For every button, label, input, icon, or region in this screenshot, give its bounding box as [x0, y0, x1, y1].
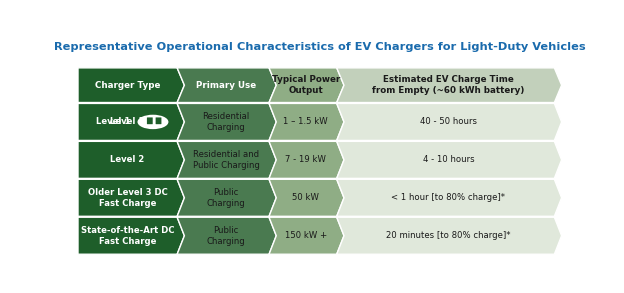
Polygon shape [269, 141, 344, 178]
Text: State-of-the-Art DC
Fast Charge: State-of-the-Art DC Fast Charge [81, 226, 174, 246]
Text: Residential and
Public Charging: Residential and Public Charging [193, 150, 260, 170]
Text: Estimated EV Charge Time
from Empty (~60 kWh battery): Estimated EV Charge Time from Empty (~60… [373, 75, 525, 95]
Polygon shape [337, 103, 562, 140]
Polygon shape [78, 179, 185, 216]
Text: Older Level 3 DC
Fast Charge: Older Level 3 DC Fast Charge [88, 188, 167, 208]
FancyBboxPatch shape [155, 117, 162, 124]
Text: Level 2: Level 2 [110, 155, 145, 164]
Polygon shape [177, 68, 276, 103]
Polygon shape [337, 141, 562, 178]
Polygon shape [269, 68, 344, 103]
Polygon shape [337, 179, 562, 216]
Text: 20 minutes [to 80% charge]*: 20 minutes [to 80% charge]* [386, 231, 510, 240]
Text: Residential
Charging: Residential Charging [202, 112, 250, 132]
Polygon shape [337, 68, 562, 103]
Text: 40 - 50 hours: 40 - 50 hours [420, 117, 477, 127]
Polygon shape [78, 141, 185, 178]
Polygon shape [78, 217, 185, 254]
Text: Level 1: Level 1 [96, 117, 130, 127]
Text: Representative Operational Characteristics of EV Chargers for Light-Duty Vehicle: Representative Operational Characteristi… [54, 42, 585, 52]
Text: 150 kW +: 150 kW + [285, 231, 327, 240]
Polygon shape [177, 179, 276, 216]
Polygon shape [269, 217, 344, 254]
Text: Level 1: Level 1 [110, 117, 145, 127]
Text: < 1 hour [to 80% charge]*: < 1 hour [to 80% charge]* [391, 193, 505, 202]
Text: 1 – 1.5 kW: 1 – 1.5 kW [283, 117, 328, 127]
Polygon shape [269, 103, 344, 140]
Polygon shape [78, 68, 185, 103]
Polygon shape [78, 103, 185, 140]
Text: 4 - 10 hours: 4 - 10 hours [422, 155, 474, 164]
FancyBboxPatch shape [147, 117, 153, 124]
Polygon shape [269, 179, 344, 216]
Text: 7 - 19 kW: 7 - 19 kW [285, 155, 326, 164]
Polygon shape [337, 217, 562, 254]
Text: Charger Type: Charger Type [95, 81, 160, 90]
Polygon shape [177, 141, 276, 178]
Text: Public
Charging: Public Charging [207, 188, 245, 208]
Circle shape [137, 115, 168, 129]
Polygon shape [177, 217, 276, 254]
Text: Typical Power
Output: Typical Power Output [271, 75, 340, 95]
Text: Public
Charging: Public Charging [207, 226, 245, 246]
Text: 50 kW: 50 kW [292, 193, 319, 202]
Polygon shape [177, 103, 276, 140]
Text: Primary Use: Primary Use [196, 81, 256, 90]
